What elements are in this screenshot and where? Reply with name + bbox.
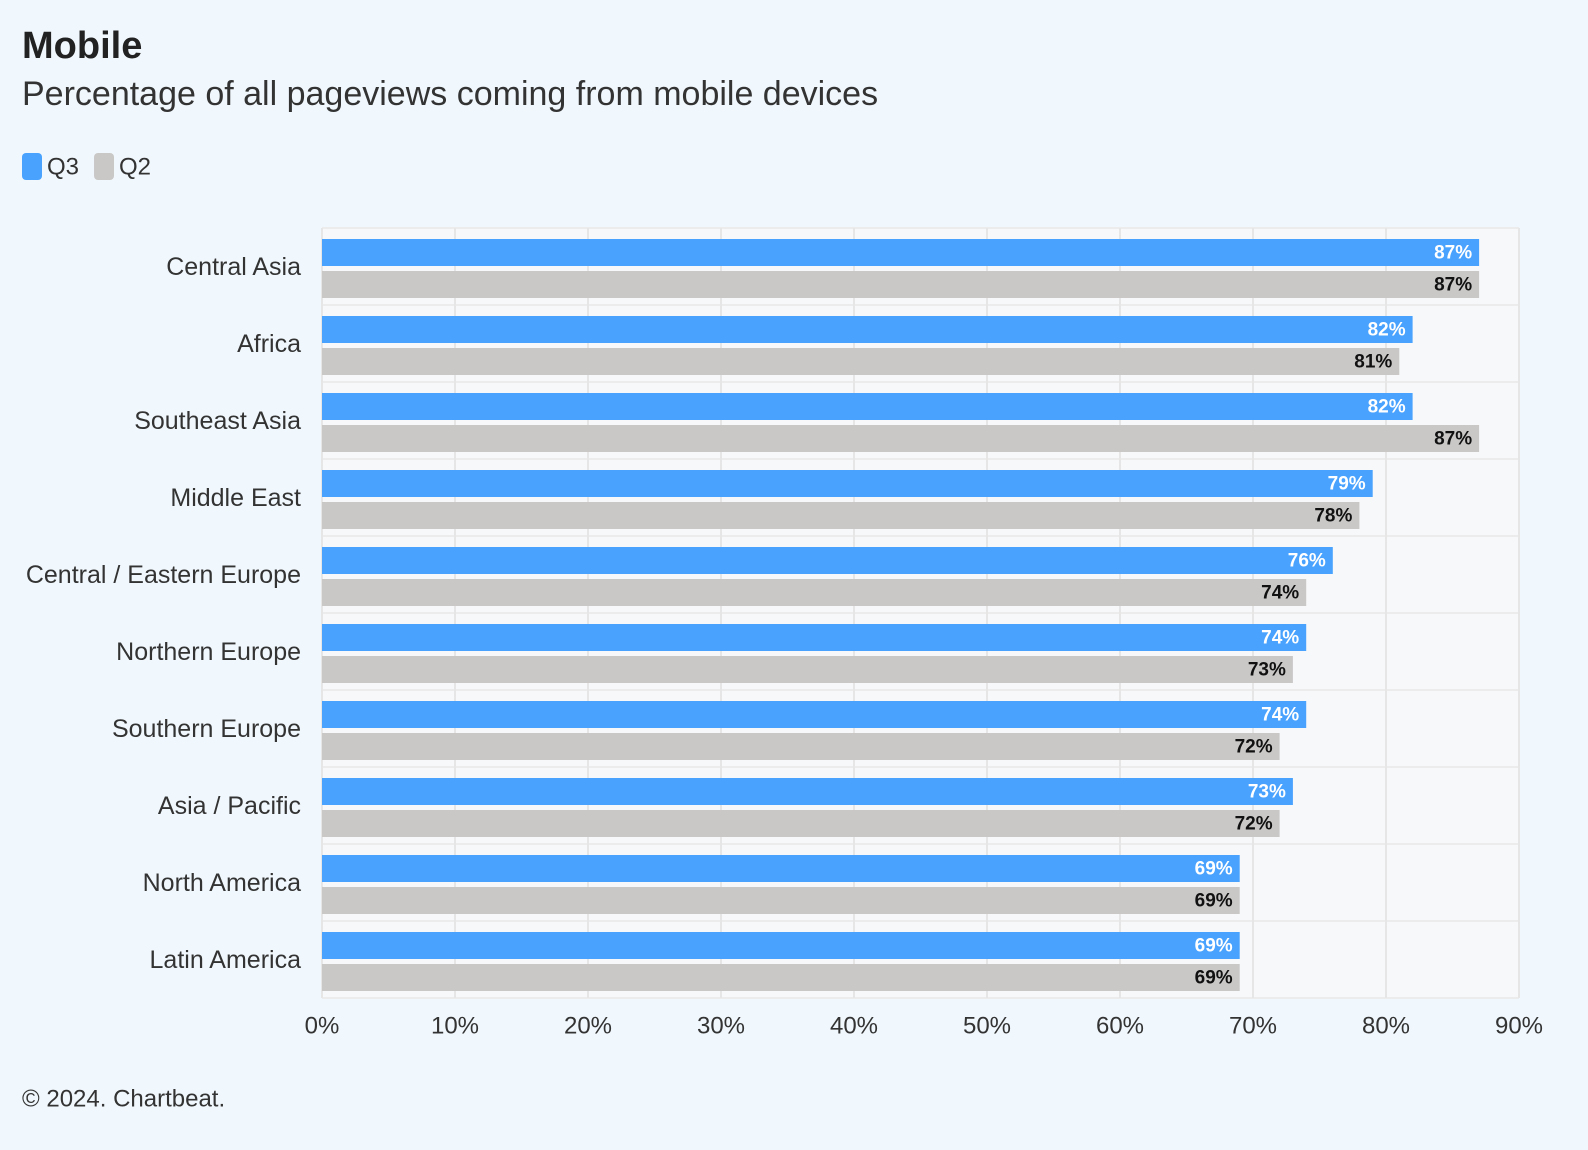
bar [322, 810, 1280, 837]
bar [322, 733, 1280, 760]
value-label: 82% [1368, 320, 1406, 341]
y-tick-label: Africa [237, 330, 301, 358]
bar [322, 932, 1240, 959]
x-tick-label: 20% [564, 1012, 612, 1039]
value-label: 73% [1248, 660, 1286, 681]
x-tick-label: 50% [963, 1012, 1011, 1039]
value-label: 72% [1235, 737, 1273, 758]
bar [322, 656, 1293, 683]
x-tick-label: 90% [1495, 1012, 1543, 1039]
bar [322, 887, 1240, 914]
bar [322, 855, 1240, 882]
value-label: 74% [1261, 583, 1299, 604]
x-tick-label: 80% [1362, 1012, 1410, 1039]
value-label: 69% [1195, 891, 1233, 912]
value-label: 87% [1434, 243, 1472, 264]
y-tick-label: Central / Eastern Europe [26, 561, 301, 589]
bar [322, 470, 1373, 497]
y-tick-label: Asia / Pacific [158, 792, 301, 820]
y-tick-label: Southern Europe [112, 715, 301, 743]
y-tick-label: Latin America [150, 946, 302, 974]
y-tick-label: Middle East [170, 484, 301, 512]
value-label: 73% [1248, 782, 1286, 803]
bar [322, 271, 1480, 298]
x-tick-label: 60% [1096, 1012, 1144, 1039]
x-tick-label: 40% [830, 1012, 878, 1039]
y-tick-label: Northern Europe [116, 638, 301, 666]
x-tick-label: 0% [305, 1012, 340, 1039]
bar [322, 425, 1480, 452]
bar [322, 579, 1307, 606]
bar [322, 778, 1293, 805]
chart-title: Mobile [22, 25, 142, 67]
value-label: 74% [1261, 705, 1299, 726]
bar [322, 701, 1307, 728]
credit: © 2024. Chartbeat. [22, 1085, 225, 1112]
bar [322, 393, 1413, 420]
value-label: 76% [1288, 551, 1326, 572]
y-tick-label: Southeast Asia [134, 407, 301, 435]
bar [322, 239, 1480, 266]
x-tick-label: 10% [431, 1012, 479, 1039]
value-label: 74% [1261, 628, 1299, 649]
legend-label: Q3 [47, 153, 79, 180]
bar [322, 316, 1413, 343]
x-tick-label: 70% [1229, 1012, 1277, 1039]
value-label: 87% [1434, 429, 1472, 450]
x-tick-label: 30% [697, 1012, 745, 1039]
bar [322, 547, 1333, 574]
y-tick-label: North America [143, 869, 301, 897]
bar [322, 348, 1400, 375]
chart-subtitle: Percentage of all pageviews coming from … [22, 75, 878, 113]
value-label: 69% [1195, 968, 1233, 989]
value-label: 72% [1235, 814, 1273, 835]
y-tick-label: Central Asia [166, 253, 301, 281]
value-label: 82% [1368, 397, 1406, 418]
value-label: 69% [1195, 859, 1233, 880]
value-label: 81% [1354, 352, 1392, 373]
bar [322, 502, 1360, 529]
legend-swatch [22, 153, 42, 180]
value-label: 87% [1434, 275, 1472, 296]
value-label: 78% [1314, 506, 1352, 527]
value-label: 79% [1328, 474, 1366, 495]
legend-label: Q2 [119, 153, 151, 180]
value-label: 69% [1195, 936, 1233, 957]
legend-swatch [94, 153, 115, 180]
bar [322, 624, 1307, 651]
bar [322, 964, 1240, 991]
